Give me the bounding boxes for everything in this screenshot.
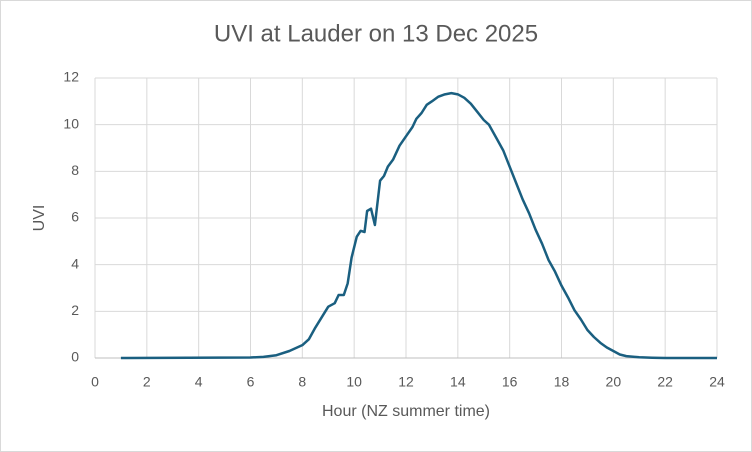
y-tick-label: 4 [71, 255, 79, 271]
x-tick-label: 2 [143, 374, 151, 390]
y-tick-label: 6 [71, 209, 79, 225]
y-tick-label: 2 [71, 302, 79, 318]
x-tick-label: 0 [91, 374, 99, 390]
y-axis-label: UVI [31, 205, 48, 232]
y-tick-label: 8 [71, 162, 79, 178]
x-tick-label: 12 [398, 374, 414, 390]
x-tick-label: 16 [502, 374, 518, 390]
x-tick-label: 18 [554, 374, 570, 390]
y-tick-label: 12 [63, 69, 79, 85]
y-tick-label: 0 [71, 349, 79, 365]
x-tick-label: 10 [346, 374, 362, 390]
x-tick-label: 4 [195, 374, 203, 390]
x-tick-label: 6 [247, 374, 255, 390]
x-axis-label: Hour (NZ summer time) [322, 403, 490, 420]
chart-title: UVI at Lauder on 13 Dec 2025 [214, 20, 538, 47]
y-tick-label: 10 [63, 115, 79, 131]
x-tick-label: 14 [450, 374, 466, 390]
x-tick-label: 20 [606, 374, 622, 390]
x-tick-label: 8 [298, 374, 306, 390]
x-tick-label: 24 [709, 374, 725, 390]
data-line [120, 91, 717, 360]
x-tick-label: 22 [657, 374, 673, 390]
